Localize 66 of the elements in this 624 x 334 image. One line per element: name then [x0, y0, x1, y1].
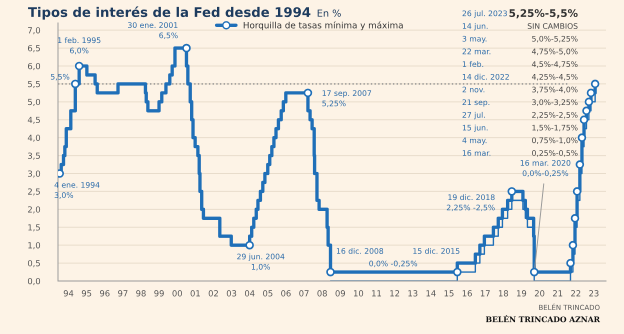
x-tick-label: 08 — [317, 290, 327, 296]
x-tick-label: 16 — [462, 290, 472, 296]
x-tick-label: 10 — [354, 290, 364, 296]
x-tick-label: 19 — [517, 290, 526, 296]
point — [508, 187, 516, 196]
point — [586, 88, 596, 98]
y-tick-label: 3,0 — [28, 170, 40, 178]
x-tick-label: 04 — [244, 290, 255, 296]
x-tick-label: 05 — [263, 290, 272, 296]
x-tick-label: 02 — [208, 290, 218, 296]
y-tick-label: 1,5 — [28, 224, 40, 232]
x-tick-label: 21 — [552, 290, 562, 296]
y-tick-label: 5,0 — [28, 98, 40, 106]
x-tick-label: 94 — [64, 290, 74, 296]
point — [530, 268, 539, 276]
x-tick-label: 23 — [589, 290, 599, 296]
x-tick-label: 18 — [498, 290, 508, 296]
point — [452, 268, 462, 276]
x-tick-label: 03 — [226, 290, 236, 296]
x-tick-label: 11 — [372, 290, 382, 296]
y-tick-label: 4,5 — [28, 116, 40, 124]
x-tick-label: 96 — [100, 290, 110, 296]
point — [71, 80, 80, 88]
x-tick-label: 13 — [408, 290, 418, 296]
text: 5,25%-5,5% — [509, 9, 578, 18]
x-tick-label: 95 — [82, 290, 92, 296]
point — [572, 187, 582, 196]
x-tick-label: 00 — [172, 290, 182, 296]
point — [584, 98, 594, 106]
x-tick-label: 98 — [136, 290, 146, 296]
y-tick-label: 1,0 — [28, 242, 40, 250]
point — [582, 106, 591, 116]
point — [576, 160, 584, 169]
x-tick-label: 22 — [571, 290, 580, 296]
point — [568, 240, 578, 250]
y-tick-label: 6,5 — [28, 45, 40, 52]
point — [326, 268, 335, 276]
x-tick-label: 99 — [154, 290, 164, 296]
y-tick-label: 0,5 — [28, 260, 40, 268]
legend-label: Horquilla de tasas mínima y máxima — [244, 21, 403, 30]
point — [566, 258, 575, 268]
y-tick-label: 2,0 — [28, 206, 40, 214]
y-tick-label: 3,5 — [28, 152, 40, 160]
point — [578, 133, 586, 142]
point — [570, 214, 580, 223]
x-tick-label: 12 — [390, 290, 400, 296]
y-tick-label: 4,0 — [28, 134, 40, 142]
x-tick-label: 07 — [299, 290, 309, 296]
x-tick-label: 01 — [190, 290, 200, 296]
x-tick-label: 14 — [426, 290, 436, 296]
point — [74, 62, 84, 70]
x-tick-label: 15 — [444, 290, 454, 296]
point — [580, 116, 588, 124]
x-tick-label: 06 — [281, 290, 291, 296]
x-tick-label: 09 — [336, 290, 345, 296]
x-tick-label: 20 — [534, 290, 544, 296]
y-tick-label: 7,0 — [28, 27, 40, 34]
y-tick-label: 5,5 — [28, 81, 40, 88]
x-tick-label: 97 — [118, 290, 128, 296]
y-tick-label: 2,5 — [28, 188, 40, 196]
chart-title: Tipos de interés de la Fed desde 1994 — [28, 6, 310, 20]
point — [590, 80, 600, 88]
y-tick-label: 0,0 — [28, 278, 40, 286]
x-tick-label: 17 — [480, 290, 490, 296]
y-tick-label: 6,0 — [28, 62, 40, 70]
chart-subtitle: En % — [318, 9, 341, 17]
